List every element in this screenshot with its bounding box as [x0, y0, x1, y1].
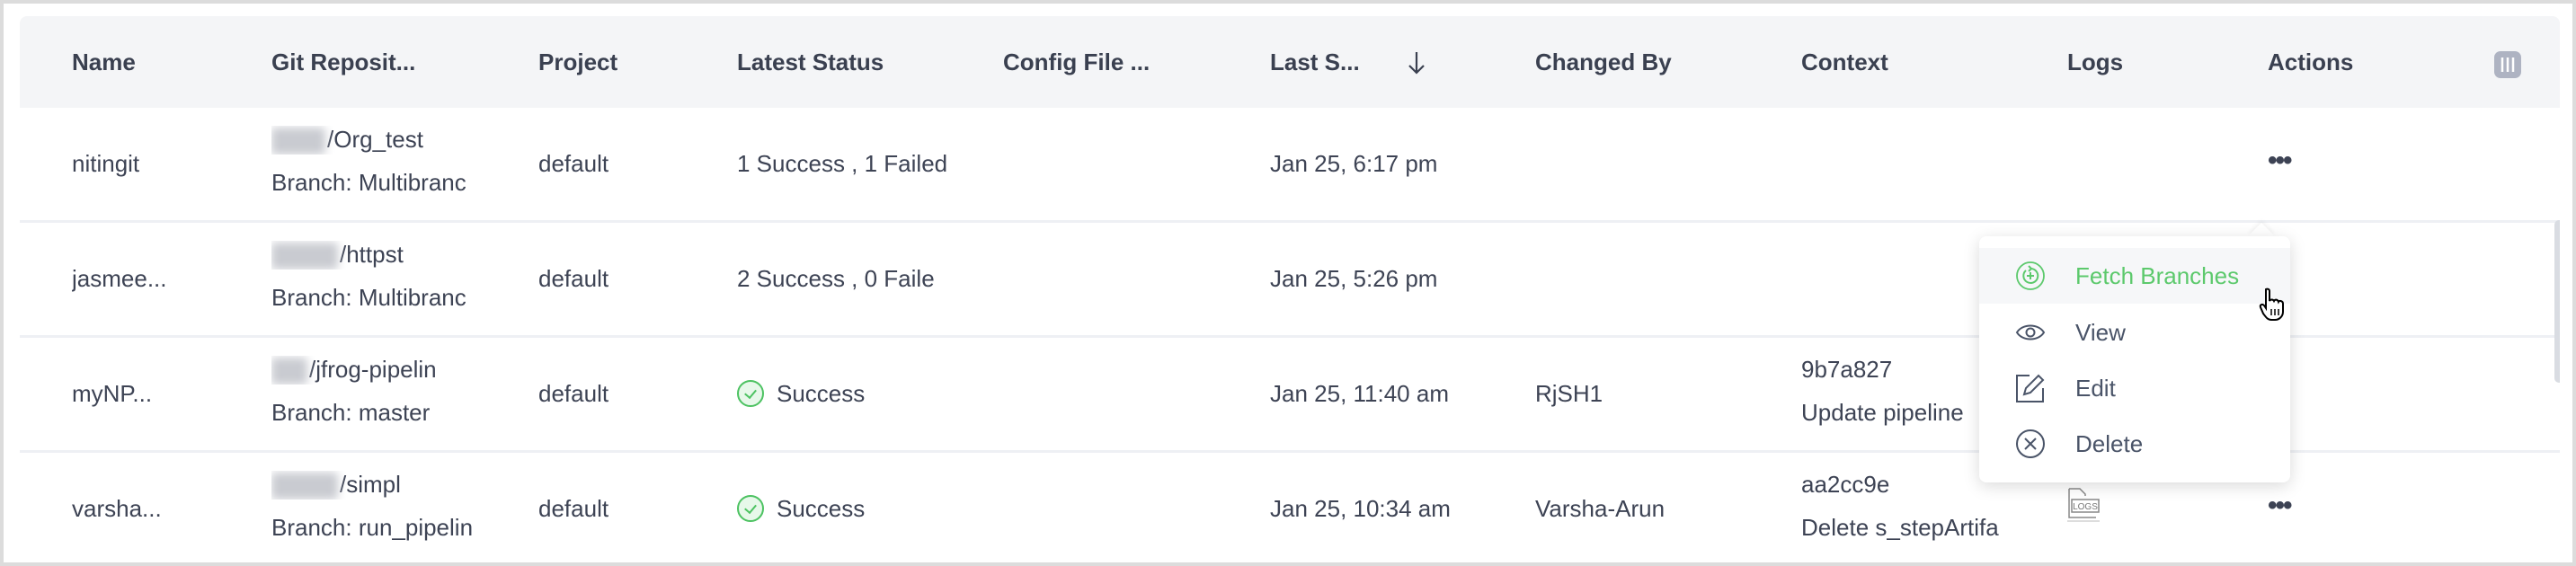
redacted-owner	[271, 128, 325, 155]
menu-item-view[interactable]: View	[1979, 305, 2290, 360]
menu-item-label: Edit	[2075, 374, 2116, 402]
last-synced: Jan 25, 11:40 am	[1270, 380, 1449, 407]
branch: Branch: Multibranc	[271, 284, 466, 311]
context-message: Delete s_stepArtifa	[1801, 514, 1999, 541]
vertical-scrollbar[interactable]	[2554, 220, 2560, 383]
context-commit: aa2cc9e	[1801, 471, 1890, 498]
column-header-latest-status[interactable]: Latest Status	[737, 49, 884, 75]
changed-by: Varsha-Arun	[1535, 495, 1666, 522]
column-header-config-file[interactable]: Config File ...	[1003, 49, 1150, 75]
source-name[interactable]: jasmee...	[72, 265, 167, 292]
success-check-icon	[737, 495, 764, 523]
more-actions-button[interactable]: •••	[2268, 146, 2292, 175]
table-row[interactable]: varsha... /simpl Branch: run_pipelin def…	[20, 453, 2560, 562]
menu-item-edit[interactable]: Edit	[1979, 360, 2290, 416]
repository-name: /Org_test	[327, 126, 423, 153]
column-header-last-synced[interactable]: Last S...	[1270, 49, 1360, 75]
column-settings-icon[interactable]	[2493, 50, 2522, 79]
success-check-icon	[737, 380, 764, 408]
latest-status: Success	[737, 380, 969, 409]
column-header-name[interactable]: Name	[72, 49, 136, 75]
eye-icon	[2015, 324, 2046, 340]
project: default	[538, 265, 609, 292]
git-repository: /Org_test	[271, 126, 505, 155]
status-text: Success	[777, 495, 866, 522]
redacted-owner	[271, 243, 338, 270]
column-header-actions[interactable]: Actions	[2268, 49, 2354, 75]
menu-item-label: Fetch Branches	[2075, 261, 2240, 289]
delete-icon	[2016, 429, 2045, 458]
column-header-project[interactable]: Project	[538, 49, 618, 75]
more-actions-button[interactable]: •••	[2268, 491, 2292, 520]
column-header-changed-by[interactable]: Changed By	[1535, 49, 1672, 75]
logs-icon[interactable]: LOGS	[2065, 487, 2101, 523]
latest-status: 1 Success , 1 Failed	[737, 150, 969, 178]
table-row[interactable]: nitingit /Org_test Branch: Multibranc de…	[20, 108, 2560, 223]
branch: Branch: Multibranc	[271, 169, 466, 196]
menu-item-fetch-branches[interactable]: Fetch Branches	[1979, 248, 2290, 304]
latest-status: Success	[737, 495, 969, 524]
menu-item-label: View	[2075, 318, 2126, 346]
redacted-owner	[271, 473, 338, 500]
branch: Branch: master	[271, 399, 431, 426]
edit-icon	[2016, 374, 2045, 402]
last-synced: Jan 25, 6:17 pm	[1270, 150, 1438, 177]
changed-by: RjSH1	[1535, 380, 1603, 407]
status-text: Success	[777, 380, 866, 407]
svg-text:LOGS: LOGS	[2073, 502, 2098, 512]
column-header-context[interactable]: Context	[1801, 49, 1888, 75]
status-text: 2 Success , 0 Faile	[737, 265, 935, 292]
project: default	[538, 380, 609, 407]
column-header-git-repository[interactable]: Git Reposit...	[271, 49, 416, 75]
last-synced: Jan 25, 5:26 pm	[1270, 265, 1438, 292]
git-repository: /jfrog-pipelin	[271, 356, 505, 385]
repository-name: /jfrog-pipelin	[309, 356, 437, 383]
fetch-icon	[2016, 261, 2045, 290]
actions-menu: Fetch Branches View Edit Delete	[1979, 236, 2290, 482]
table-header: Name Git Reposit... Project Latest Statu…	[20, 16, 2560, 108]
last-synced: Jan 25, 10:34 am	[1270, 495, 1451, 522]
context-message: Update pipeline	[1801, 399, 1964, 426]
source-name[interactable]: myNP...	[72, 380, 153, 407]
hand-cursor-icon	[2259, 287, 2284, 321]
source-name[interactable]: varsha...	[72, 495, 162, 522]
branch: Branch: run_pipelin	[271, 514, 474, 541]
project: default	[538, 150, 609, 177]
menu-item-delete[interactable]: Delete	[1979, 416, 2290, 472]
context-commit: 9b7a827	[1801, 356, 1893, 383]
latest-status: 2 Success , 0 Faile	[737, 265, 969, 293]
menu-item-label: Delete	[2075, 429, 2144, 457]
column-header-logs[interactable]: Logs	[2067, 49, 2124, 75]
source-name[interactable]: nitingit	[72, 150, 140, 177]
redacted-owner	[271, 358, 307, 385]
repository-name: /simpl	[340, 471, 401, 498]
table-row[interactable]: jasmee... /httpst Branch: Multibranc def…	[20, 223, 2560, 338]
repository-name: /httpst	[340, 241, 404, 268]
table-row[interactable]: myNP... /jfrog-pipelin Branch: master de…	[20, 338, 2560, 453]
git-repository: /simpl	[271, 471, 505, 500]
git-repository: /httpst	[271, 241, 505, 270]
project: default	[538, 495, 609, 522]
arrow-down-icon[interactable]	[1408, 50, 1426, 75]
status-text: 1 Success , 1 Failed	[737, 150, 948, 177]
